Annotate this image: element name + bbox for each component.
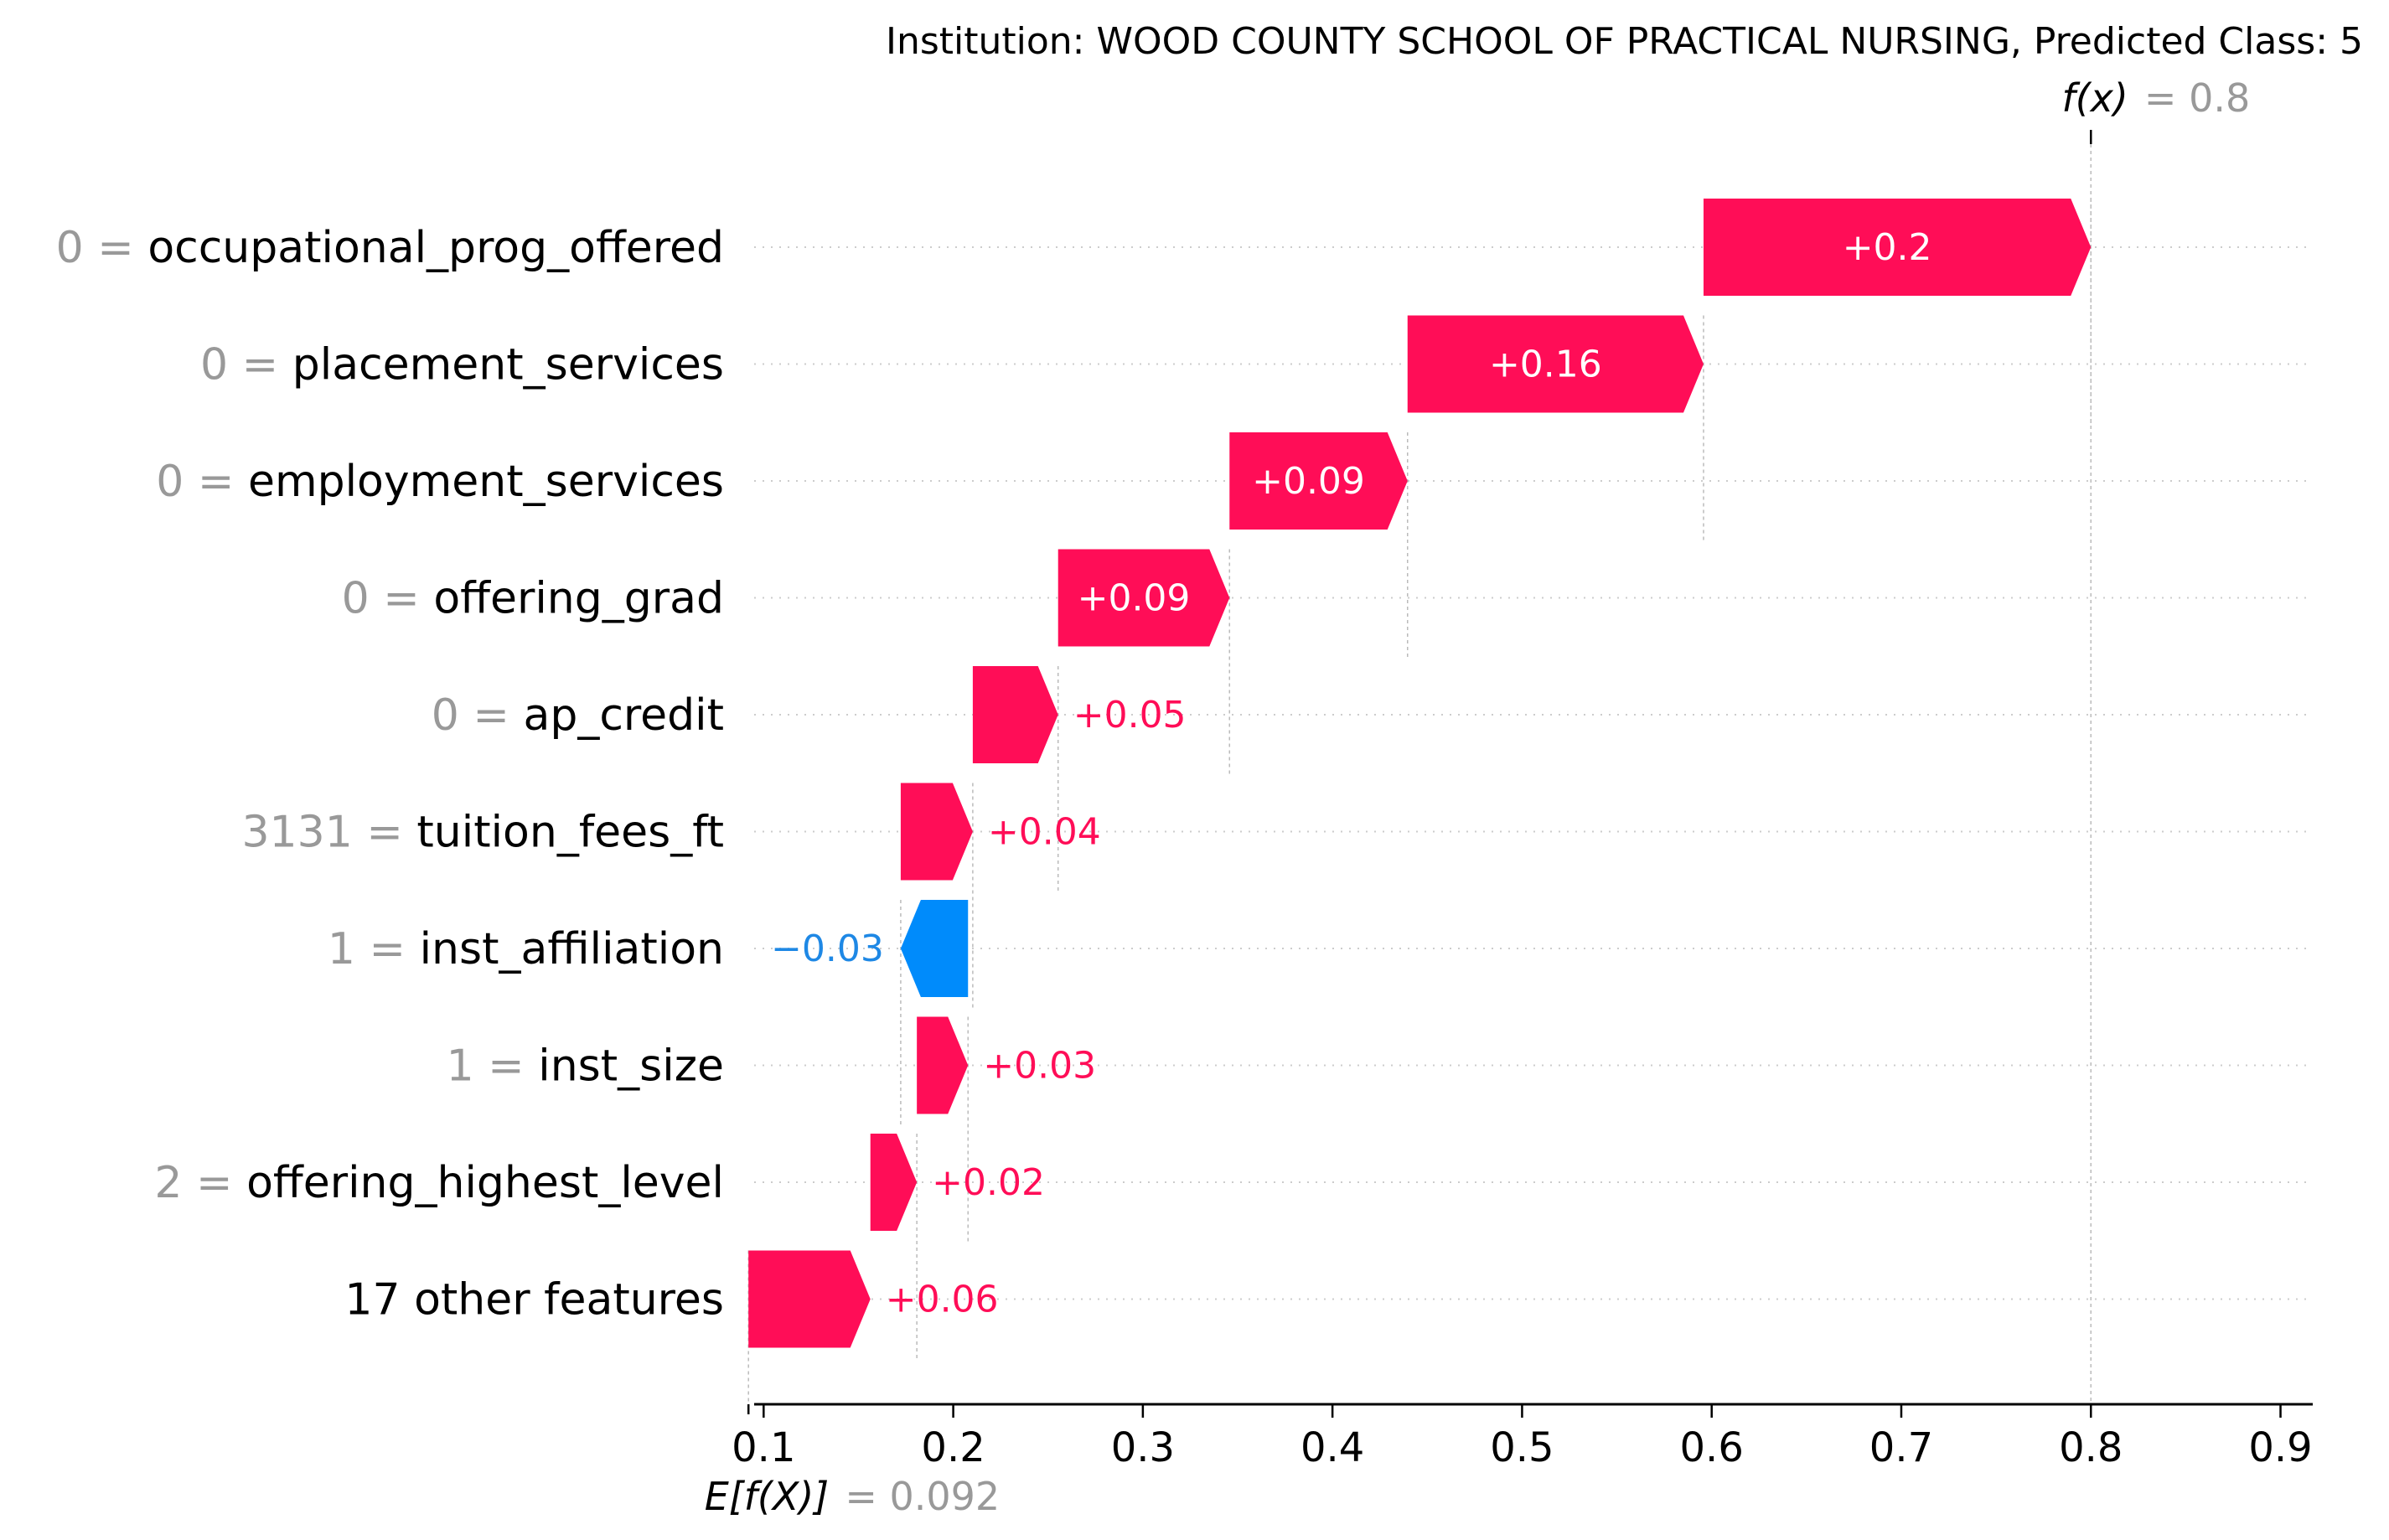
bar-value-label: +0.16 [1489,344,1602,386]
bar-value-label: +0.06 [886,1279,999,1321]
output-value-annotation: f(x) = 0.8 [2062,75,2251,121]
bar-positive [1057,549,1230,647]
svg-text:f(x) = 0.8: f(x) = 0.8 [2062,75,2251,121]
x-tick-label: 0.5 [1490,1424,1554,1471]
svg-text:E[f(X)] = 0.092: E[f(X)] = 0.092 [705,1474,1001,1519]
feature-value: 0 = [432,690,524,741]
feature-label: 2 = offering_highest_level [154,1158,724,1208]
feature-label: 0 = ap_credit [432,690,724,741]
feature-name: occupational_prog_offered [147,223,724,273]
bar-positive [900,783,973,881]
base-value-annotation: E[f(X)] = 0.092 [705,1474,1001,1519]
bar-positive [1407,315,1704,413]
bar-value-label: +0.09 [1078,577,1191,620]
feature-value: 0 = [156,457,248,507]
bar-positive [748,1250,871,1348]
connector-lines [747,130,2092,1406]
bar-value-label: +0.03 [983,1045,1096,1088]
feature-label: 3131 = tuition_fees_ft [241,808,724,858]
base-value-text: = 0.092 [845,1474,1000,1519]
feature-name: inst_size [538,1041,724,1092]
x-tick-label: 0.2 [921,1424,985,1471]
output-value-label: f(x) [2062,75,2128,121]
feature-name: inst_affiliation [420,924,724,974]
feature-name: employment_services [248,457,724,507]
feature-value: 1 = [328,924,420,974]
bar-value-label: +0.04 [988,811,1101,854]
feature-name: placement_services [292,340,724,390]
row-gridlines [754,246,2313,1300]
bar-value-label: −0.03 [771,928,884,970]
x-tick-label: 0.1 [732,1424,795,1471]
feature-name: offering_highest_level [246,1158,724,1208]
output-value-text: = 0.8 [2144,75,2250,121]
bar-labels: +0.2 +0.16 +0.09 +0.09 +0.05 +0.04 −0.03 +0.03 +… [771,226,1931,1321]
bar-value-label: +0.2 [1843,226,1932,269]
bar-value-label: +0.02 [932,1161,1045,1204]
bar-positive [1703,199,2092,296]
x-tick-label: 0.7 [1869,1424,1933,1471]
base-value-label: E[f(X)] [705,1474,830,1519]
feature-value: 1 = [447,1041,539,1092]
feature-label: 0 = employment_services [156,457,724,507]
bar-positive [870,1134,918,1231]
feature-label: 1 = inst_affiliation [328,924,724,974]
feature-value: 0 = [200,340,292,390]
feature-name: offering_grad [433,574,724,624]
feature-name: 17 other features [344,1275,724,1326]
x-tick-label: 0.6 [1680,1424,1744,1471]
bar-positive [972,666,1058,763]
feature-value: 3131 = [241,808,416,858]
x-axis: 0.1 0.2 0.3 0.4 0.5 0.6 0.7 0.8 0.9 [732,1403,2313,1471]
feature-label: 1 = inst_size [447,1041,724,1092]
x-tick-label: 0.9 [2248,1424,2312,1471]
x-tick-label: 0.8 [2059,1424,2123,1471]
bars [748,199,2092,1348]
feature-value: 0 = [342,574,434,624]
feature-label: 0 = placement_services [200,340,724,390]
feature-name: tuition_fees_ft [416,808,724,858]
bar-negative [900,900,969,997]
x-tick-label: 0.3 [1111,1424,1175,1471]
feature-label: 0 = occupational_prog_offered [56,223,724,273]
bar-positive [917,1016,969,1114]
bar-positive [1229,432,1408,530]
feature-value: 2 = [154,1158,246,1208]
x-tick-label: 0.4 [1301,1424,1364,1471]
feature-label: 0 = offering_grad [342,574,724,624]
feature-value: 0 = [56,223,148,273]
bar-value-label: +0.09 [1252,460,1365,503]
feature-name: ap_credit [523,690,724,741]
feature-label: 17 other features [344,1275,724,1326]
bar-value-label: +0.05 [1073,694,1187,736]
chart-title: Institution: WOOD COUNTY SCHOOL OF PRACT… [886,20,2363,63]
